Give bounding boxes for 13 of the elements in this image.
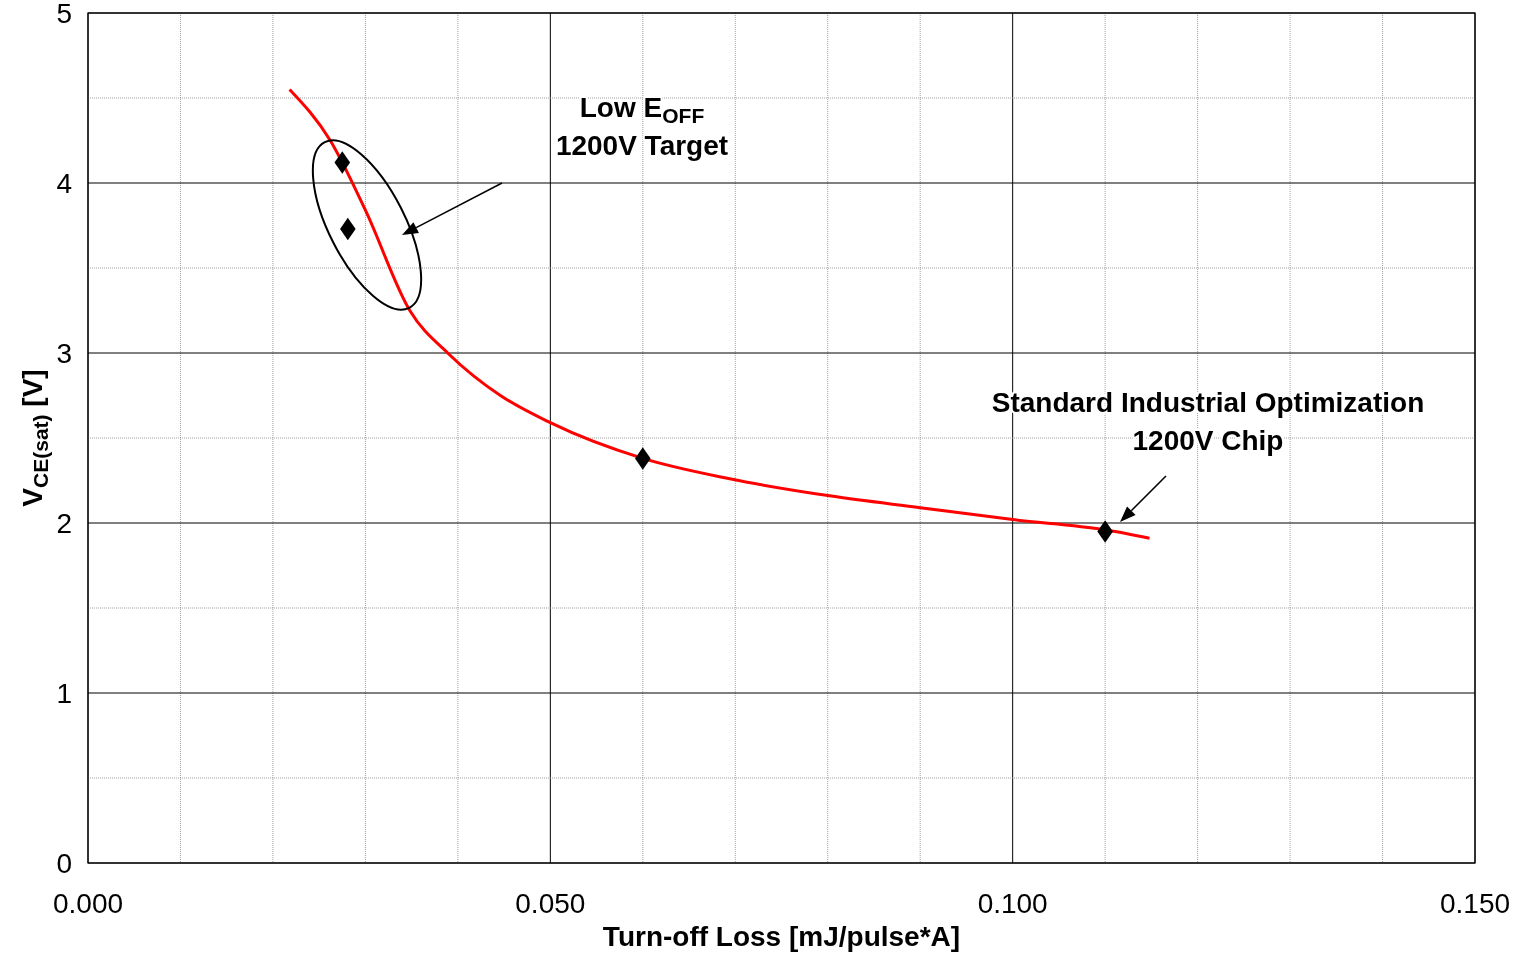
- x-tick-label: 0.100: [977, 888, 1048, 919]
- y-tick-label: 5: [56, 0, 72, 29]
- point: [334, 151, 351, 174]
- y-tick-label: 2: [56, 508, 72, 539]
- x-axis-title: Turn-off Loss [mJ/pulse*A]: [602, 921, 961, 952]
- annotation: Low E$_{OFF}$ 1200V Target: [555, 92, 729, 161]
- x-tick-label: 0.050: [515, 888, 586, 919]
- x-tick-label: 0.150: [1439, 888, 1511, 919]
- y-tick-label: 3: [56, 338, 72, 369]
- y-tick-label: 4: [56, 168, 72, 199]
- y-tick-label: 0: [56, 848, 72, 879]
- y-tick-label: 1: [56, 678, 72, 709]
- x-tick-label: 0.000: [52, 888, 124, 919]
